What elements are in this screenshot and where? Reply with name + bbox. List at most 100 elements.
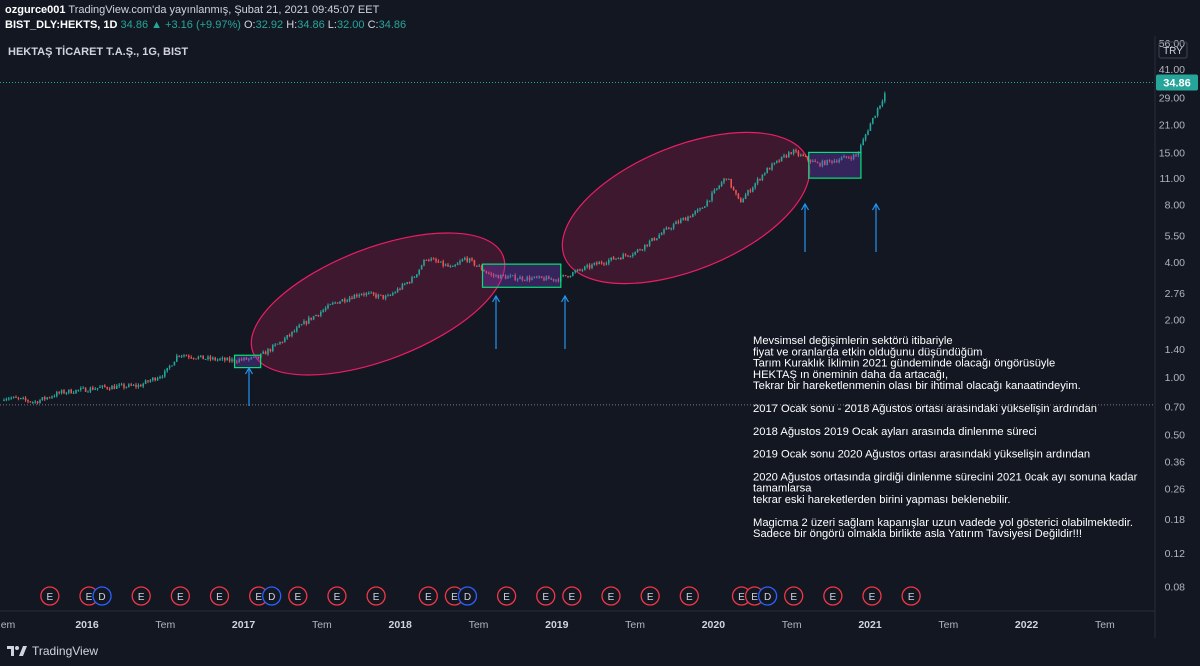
candle-body <box>636 249 639 252</box>
earnings-event-marker[interactable]: E <box>366 586 386 606</box>
tradingview-logo[interactable]: TradingView <box>6 644 98 658</box>
time-tick-label: Tem <box>469 619 489 631</box>
time-tick-label: Tem <box>782 619 802 631</box>
candle-body <box>279 341 281 344</box>
consolidation-box[interactable] <box>233 354 262 369</box>
consolidation-box[interactable] <box>808 151 862 179</box>
candle-body <box>408 282 411 284</box>
candle-body <box>120 384 123 386</box>
candle-body <box>406 282 408 284</box>
candle-body <box>413 276 416 278</box>
candle-body <box>183 355 185 357</box>
up-arrow-marker[interactable] <box>871 202 881 252</box>
earnings-event-marker[interactable]: E <box>744 586 765 606</box>
price-tick-label: 0.12 <box>1165 548 1186 560</box>
time-tick-label: 2019 <box>545 619 569 631</box>
candle-body <box>444 264 447 266</box>
candle-body <box>360 294 363 296</box>
candle-body <box>372 292 375 295</box>
candlestick-series <box>3 91 886 405</box>
author-name[interactable]: ozgurce001 <box>5 4 66 16</box>
candle-body <box>581 269 584 271</box>
up-arrow-marker[interactable] <box>800 202 810 252</box>
candle-body <box>207 356 209 360</box>
earnings-event-marker[interactable]: E <box>901 586 921 606</box>
dividend-event-marker[interactable]: D <box>92 586 112 606</box>
candle-body <box>56 392 58 397</box>
earnings-event-marker[interactable]: E <box>784 586 804 606</box>
earnings-event-marker[interactable]: E <box>496 586 517 606</box>
earnings-event-marker[interactable]: E <box>640 586 660 606</box>
up-arrow-marker[interactable] <box>491 294 501 349</box>
candle-body <box>89 387 92 392</box>
candle-body <box>627 255 629 257</box>
candle-body <box>221 357 224 359</box>
price-chart[interactable]: 56.00 41.00 29.00 21.00 15.00 11.00 8.00 5.50 4.… <box>0 36 1200 638</box>
consolidation-box[interactable] <box>481 263 562 288</box>
candle-body <box>58 392 60 394</box>
candle-body <box>665 227 668 230</box>
candle-body <box>384 295 387 299</box>
earnings-event-marker[interactable]: E <box>862 586 882 606</box>
earnings-event-marker[interactable]: E <box>418 586 438 606</box>
symbol-label[interactable]: BIST_DLY:HEKTS, 1D <box>5 19 118 31</box>
analysis-note: Mevsimsel değişimlerin sektörü itibariyl… <box>753 335 1138 540</box>
earnings-event-marker[interactable]: E <box>679 586 699 606</box>
up-arrow-marker[interactable] <box>560 294 570 349</box>
earnings-event-marker[interactable]: E <box>40 586 60 606</box>
candle-body <box>744 194 747 200</box>
candle-body <box>418 269 420 275</box>
candle-body <box>75 389 77 394</box>
chart-header: ozgurce001 TradingView.com'da yayınlanmı… <box>0 0 1200 36</box>
price-axis[interactable] <box>1155 36 1200 638</box>
price-tick-label: 0.26 <box>1165 484 1186 496</box>
candle-body <box>452 265 454 267</box>
candle-body <box>740 198 742 203</box>
candle-body <box>641 249 644 251</box>
candle-body <box>315 314 317 317</box>
price-tick-label: 56.00 <box>1159 38 1185 50</box>
candle-body <box>274 344 276 346</box>
dividend-event-marker[interactable]: D <box>457 586 478 606</box>
earnings-event-marker[interactable]: E <box>327 586 347 606</box>
candle-body <box>142 383 144 387</box>
earnings-event-marker[interactable]: E <box>536 586 556 606</box>
earnings-event-marker[interactable]: E <box>823 586 843 606</box>
earnings-event-marker[interactable]: E <box>170 586 191 606</box>
candle-body <box>596 262 598 265</box>
time-tick-label: Tem <box>938 619 958 631</box>
candle-body <box>288 335 291 337</box>
currency-box[interactable] <box>1158 41 1188 59</box>
candle-body <box>780 156 783 162</box>
candle-body <box>82 387 84 389</box>
earnings-event-marker[interactable]: E <box>562 586 582 606</box>
candle-body <box>164 371 166 377</box>
candle-body <box>185 355 188 357</box>
candle-body <box>20 398 22 400</box>
dividend-event-marker[interactable]: D <box>262 586 282 606</box>
open-value: 32.92 <box>255 19 284 31</box>
candle-body <box>564 275 567 277</box>
candle-body <box>764 173 766 175</box>
candle-body <box>593 262 596 265</box>
publish-date: TradingView.com'da yayınlanmış, Şubat 21… <box>68 4 380 16</box>
candle-body <box>286 335 288 339</box>
earnings-event-marker[interactable]: E <box>209 586 230 606</box>
event-label: D <box>268 592 275 603</box>
candle-body <box>370 292 372 294</box>
earnings-event-marker[interactable]: E <box>601 586 621 606</box>
earnings-event-marker[interactable]: E <box>131 586 151 606</box>
candle-body <box>5 399 8 401</box>
dividend-event-marker[interactable]: D <box>757 586 778 606</box>
candle-body <box>440 261 442 263</box>
time-tick-label: Tem <box>312 619 332 631</box>
candle-body <box>108 388 111 390</box>
candle-body <box>298 325 300 328</box>
trend-ellipse[interactable] <box>233 204 523 405</box>
candle-body <box>812 160 814 163</box>
earnings-event-marker[interactable]: E <box>288 586 308 606</box>
event-label: E <box>569 592 576 603</box>
candle-body <box>358 295 360 297</box>
up-arrow-marker[interactable] <box>244 366 254 406</box>
time-tick-label: 2020 <box>702 619 726 631</box>
